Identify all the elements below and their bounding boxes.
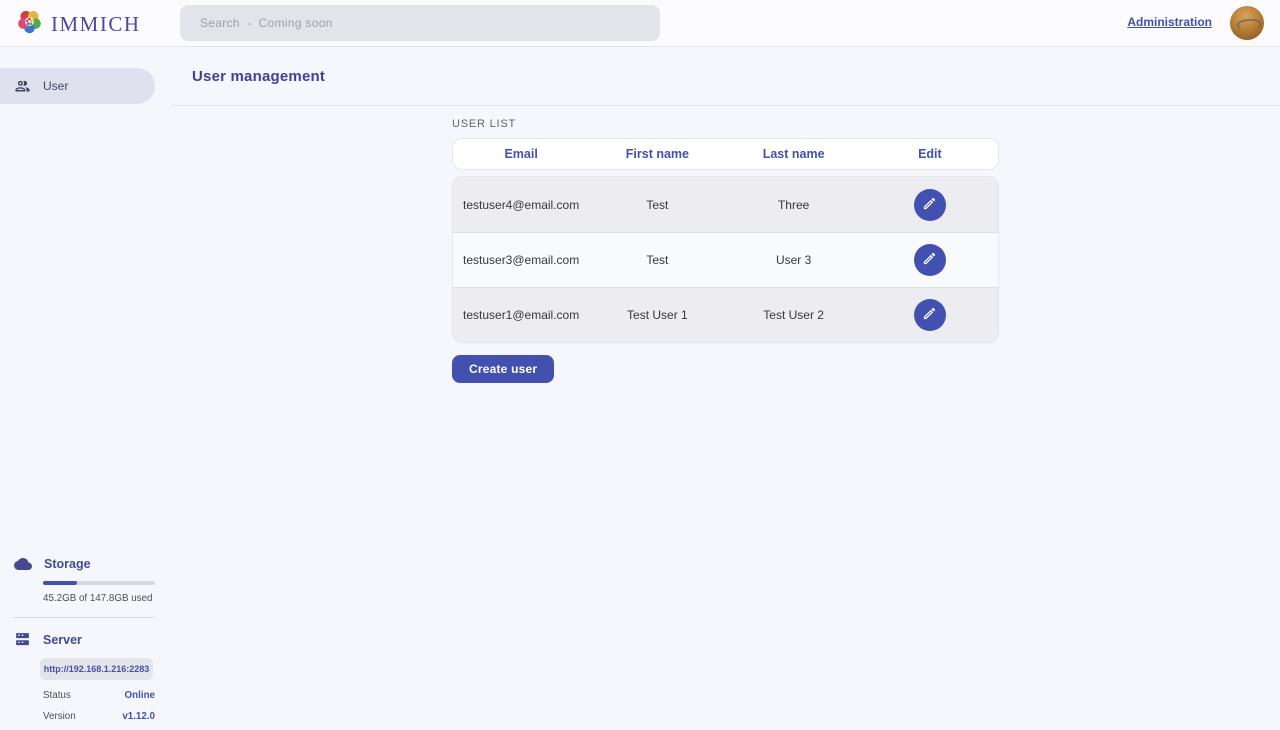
server-url: http://192.168.1.216:2283 bbox=[43, 664, 150, 674]
table-row: testuser3@email.com Test User 3 bbox=[453, 232, 998, 287]
main-content: User management USER LIST Email First na… bbox=[171, 47, 1280, 730]
pencil-icon bbox=[922, 251, 937, 269]
user-first-name: Test User 1 bbox=[627, 308, 688, 322]
user-last-name: Three bbox=[777, 197, 810, 212]
storage-usage-text: 45.2GB of 147.8GB used bbox=[43, 593, 153, 604]
sidebar-divider bbox=[14, 617, 155, 618]
column-header-first-name: First name bbox=[625, 147, 689, 161]
sidebar-footer: Storage 45.2GB of 147.8GB used Server ht… bbox=[0, 555, 171, 722]
user-avatar[interactable] bbox=[1230, 6, 1264, 40]
user-first-name: Test bbox=[646, 253, 669, 267]
edit-user-button[interactable] bbox=[913, 299, 946, 331]
edit-user-button[interactable] bbox=[913, 244, 946, 276]
page-title: User management bbox=[192, 67, 326, 85]
storage-progress-fill bbox=[43, 581, 78, 585]
pencil-icon bbox=[922, 196, 937, 214]
table-row: testuser4@email.com Test Three bbox=[453, 177, 998, 232]
server-icon bbox=[14, 631, 31, 648]
user-first-name: Test bbox=[646, 197, 669, 212]
user-list-label: USER LIST bbox=[452, 118, 517, 130]
server-version-value: v1.12.0 bbox=[122, 711, 155, 722]
cloud-icon bbox=[14, 555, 32, 573]
user-table: testuser4@email.com Test Three testuser3… bbox=[452, 176, 999, 343]
top-header: IMMICH Administration bbox=[0, 0, 1280, 47]
sidebar-item-label: User bbox=[43, 79, 69, 93]
app-title: IMMICH bbox=[51, 11, 141, 36]
create-user-button[interactable]: Create user bbox=[452, 355, 555, 383]
search-input[interactable] bbox=[180, 5, 660, 41]
immich-flower-icon bbox=[16, 8, 43, 40]
sidebar: User Storage 45.2GB of 147.8GB used Serv… bbox=[0, 47, 171, 730]
table-row: testuser1@email.com Test User 1 Test Use… bbox=[453, 287, 998, 342]
user-last-name: User 3 bbox=[775, 253, 812, 267]
server-status-label: Status bbox=[43, 690, 71, 701]
column-header-email: Email bbox=[504, 147, 538, 161]
user-last-name: Test User 2 bbox=[763, 308, 824, 322]
administration-link[interactable]: Administration bbox=[1127, 15, 1212, 29]
users-icon bbox=[14, 78, 31, 95]
server-version-label: Version bbox=[43, 711, 76, 722]
table-header-row: Email First name Last name Edit bbox=[452, 138, 999, 170]
storage-progress-bar bbox=[43, 581, 155, 585]
pencil-icon bbox=[922, 306, 937, 324]
server-title: Server bbox=[43, 632, 82, 647]
server-url-badge: http://192.168.1.216:2283 bbox=[40, 658, 153, 680]
column-header-edit: Edit bbox=[918, 147, 942, 161]
sidebar-item-user[interactable]: User bbox=[0, 68, 155, 104]
user-email: testuser3@email.com bbox=[463, 253, 580, 267]
column-header-last-name: Last name bbox=[762, 147, 825, 161]
page-title-bar: User management bbox=[171, 47, 1280, 106]
storage-title: Storage bbox=[44, 557, 91, 571]
user-email: testuser1@email.com bbox=[463, 308, 580, 322]
app-logo[interactable]: IMMICH bbox=[16, 8, 141, 40]
server-status-value: Online bbox=[124, 690, 155, 701]
edit-user-button[interactable] bbox=[913, 188, 946, 221]
user-email: testuser4@email.com bbox=[463, 197, 580, 212]
